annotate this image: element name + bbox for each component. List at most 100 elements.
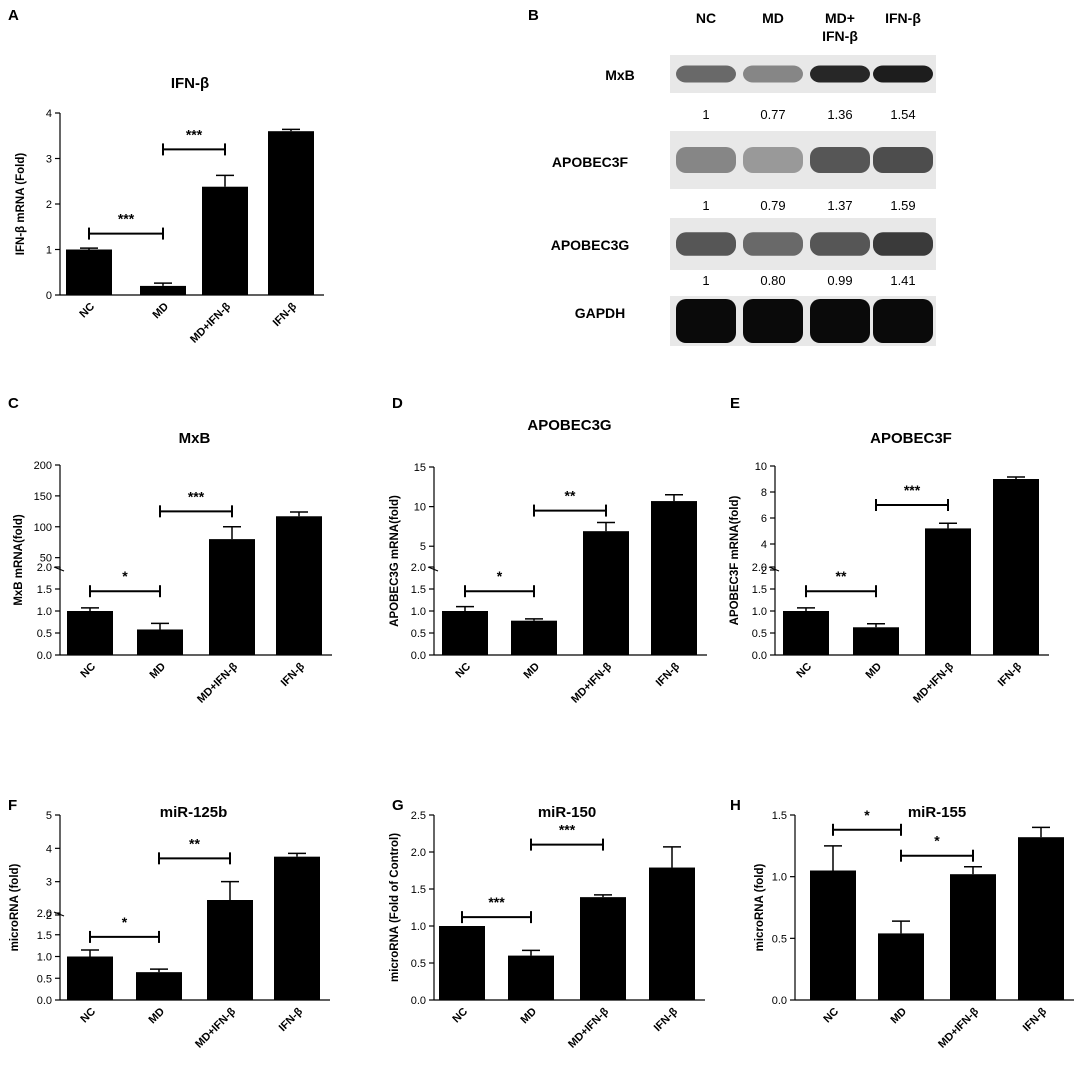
- x-tick-label: IFN-β: [652, 1005, 681, 1034]
- significance-label: ***: [118, 211, 135, 227]
- bar: [274, 856, 320, 915]
- y-tick-label: 1.5: [37, 584, 52, 596]
- panel-letter: G: [392, 797, 404, 814]
- x-tick-label: MD: [147, 1006, 168, 1027]
- y-axis-label: microRNA (fold): [9, 863, 21, 951]
- y-tick-label: 0.0: [411, 650, 426, 662]
- y-tick-label: 2.0: [411, 562, 426, 574]
- bar: [268, 131, 314, 295]
- bar: [950, 874, 996, 1000]
- blot-value: 1: [702, 273, 709, 288]
- blot-row-label: APOBEC3G: [551, 237, 630, 253]
- significance-label: *: [934, 833, 940, 849]
- significance-label: ***: [186, 126, 203, 142]
- bar: [810, 870, 856, 1000]
- x-tick-label: IFN-β: [279, 660, 308, 689]
- y-tick-label: 5: [420, 541, 426, 553]
- x-tick-label: IFN-β: [654, 660, 683, 689]
- y-axis-label: APOBEC3G mRNA(fold): [389, 495, 401, 627]
- significance-label: *: [497, 568, 503, 584]
- y-tick-label: 2.0: [752, 562, 767, 574]
- bar: [649, 867, 695, 1000]
- y-tick-label: 1.0: [752, 606, 767, 618]
- y-tick-label: 0.5: [411, 958, 426, 970]
- blot-value: 1.41: [890, 273, 915, 288]
- y-tick-label: 2: [46, 910, 52, 922]
- y-tick-label: 0.0: [411, 995, 426, 1007]
- blot-band: [676, 65, 736, 83]
- x-tick-label: MD: [522, 661, 543, 682]
- y-tick-label: 1: [46, 245, 52, 257]
- panel-letter: C: [8, 395, 19, 412]
- y-tick-label: 6: [761, 513, 767, 525]
- bar: [925, 567, 971, 655]
- y-tick-label: 3: [46, 154, 52, 166]
- y-tick-label: 0.5: [37, 973, 52, 985]
- y-tick-label: 0.0: [752, 650, 767, 662]
- bar: [925, 528, 971, 570]
- panel-letter: E: [730, 395, 740, 412]
- y-tick-label: 1.0: [411, 921, 426, 933]
- x-tick-label: NC: [78, 1006, 98, 1026]
- blot-row-label: GAPDH: [575, 305, 626, 321]
- x-tick-label: IFN-β: [277, 1005, 306, 1034]
- x-tick-label: NC: [450, 1006, 470, 1026]
- blot-value: 0.99: [827, 273, 852, 288]
- bar: [439, 926, 485, 1000]
- bar: [651, 567, 697, 655]
- y-tick-label: 5: [46, 810, 52, 822]
- lane-label: MD: [762, 10, 784, 26]
- bar: [274, 913, 320, 1000]
- blot-band: [810, 232, 870, 256]
- x-tick-label: MD+IFN-β: [936, 1005, 981, 1050]
- y-tick-label: 1.5: [772, 810, 787, 822]
- bar: [853, 627, 899, 655]
- y-tick-label: 2: [46, 199, 52, 211]
- significance-label: **: [836, 568, 847, 584]
- blot-value: 1.37: [827, 198, 852, 213]
- y-tick-label: 3: [46, 877, 52, 889]
- significance-label: *: [122, 914, 128, 930]
- axis-break: [427, 566, 439, 572]
- panel-letter: F: [8, 797, 17, 814]
- blot-value: 1.36: [827, 107, 852, 122]
- lane-label: NC: [696, 10, 716, 26]
- x-tick-label: MD+IFN-β: [188, 300, 233, 345]
- x-tick-label: MD+IFN-β: [193, 1005, 238, 1050]
- axis-break: [53, 911, 65, 917]
- blot-band: [810, 65, 870, 83]
- y-axis-label: microRNA (Fold of Control): [389, 833, 401, 982]
- bar: [993, 567, 1039, 655]
- blot-band: [676, 299, 736, 343]
- significance-label: **: [189, 835, 200, 851]
- y-tick-label: 10: [755, 461, 767, 473]
- y-axis-label: microRNA (fold): [754, 863, 766, 951]
- y-tick-label: 15: [414, 462, 426, 474]
- significance-label: **: [565, 488, 576, 504]
- y-tick-label: 4: [46, 108, 52, 120]
- bar: [783, 611, 829, 655]
- bar: [207, 900, 253, 915]
- x-tick-label: NC: [77, 301, 97, 321]
- lane-label: IFN-β: [822, 28, 858, 44]
- chart-title: miR-155: [908, 804, 966, 821]
- blot-band: [676, 232, 736, 256]
- y-tick-label: 0: [46, 290, 52, 302]
- significance-label: ***: [904, 482, 921, 498]
- x-tick-label: NC: [453, 661, 473, 681]
- y-tick-label: 0.5: [37, 628, 52, 640]
- panel-letter: B: [528, 7, 539, 24]
- y-tick-label: 50: [40, 553, 52, 565]
- bar: [511, 620, 557, 655]
- y-tick-label: 10: [414, 502, 426, 514]
- blot-band: [810, 299, 870, 343]
- y-tick-label: 200: [34, 460, 52, 472]
- bar: [583, 567, 629, 655]
- x-tick-label: MD+IFN-β: [195, 660, 240, 705]
- bar: [508, 955, 554, 1000]
- y-axis-label: IFN-β mRNA (Fold): [15, 153, 27, 256]
- y-tick-label: 0.5: [411, 628, 426, 640]
- x-tick-label: IFN-β: [1021, 1005, 1050, 1034]
- bar: [580, 897, 626, 1000]
